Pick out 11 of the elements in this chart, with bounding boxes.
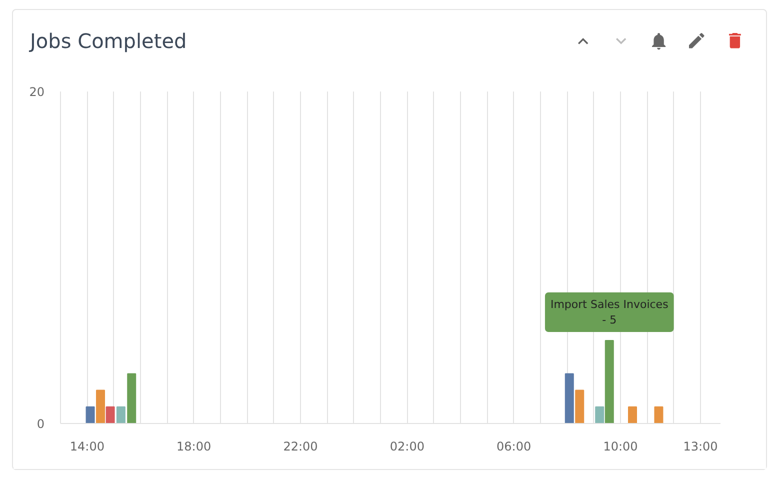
chart-title: Jobs Completed xyxy=(30,28,187,55)
x-tick-label: 06:00 xyxy=(496,440,532,454)
annotation: Import Sales Invoices - 5 xyxy=(550,298,669,326)
x-tick-label: 22:00 xyxy=(283,440,318,454)
x-tick-label: 10:00 xyxy=(603,440,638,454)
x-tick-label: 13:00 xyxy=(683,440,718,454)
x-tick-label: 02:00 xyxy=(390,440,424,454)
x-tick-label: 14:00 xyxy=(70,440,104,454)
y-tick-label: 20 xyxy=(29,85,45,99)
x-tick-label: 18:00 xyxy=(176,440,212,454)
y-tick-label: 0 xyxy=(36,417,45,431)
